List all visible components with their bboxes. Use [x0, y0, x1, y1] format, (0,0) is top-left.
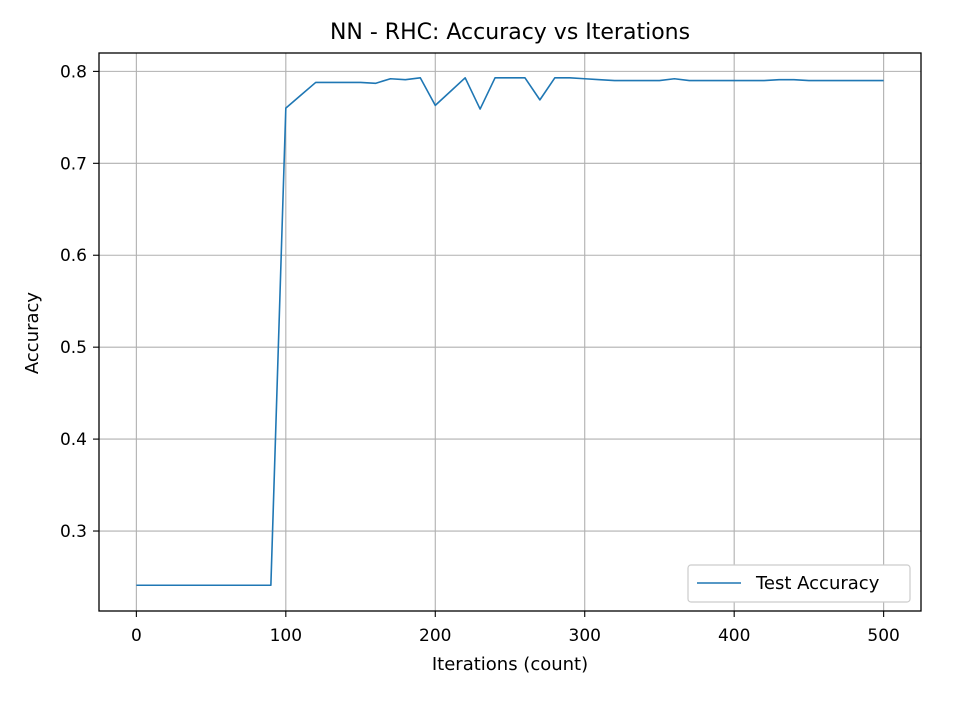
- y-tick-label: 0.4: [60, 430, 87, 450]
- legend: Test Accuracy: [687, 564, 911, 603]
- x-axis-label: Iterations (count): [432, 654, 588, 675]
- y-tick-label: 0.5: [60, 338, 87, 358]
- x-axis-ticks: 0 100 200 300 400 500: [131, 611, 900, 646]
- y-axis-label: Accuracy: [22, 292, 43, 375]
- series-layer: [136, 77, 884, 587]
- x-tick-label: 400: [718, 626, 750, 646]
- grid: [99, 53, 921, 611]
- x-tick-label: 200: [419, 626, 451, 646]
- plot-area-background: [99, 53, 921, 611]
- y-tick-label: 0.7: [60, 154, 87, 174]
- x-tick-label: 100: [270, 626, 302, 646]
- chart-title: NN - RHC: Accuracy vs Iterations: [330, 20, 690, 45]
- y-axis-ticks: 0.3 0.4 0.5 0.6 0.7 0.8: [60, 62, 99, 542]
- y-tick-label: 0.8: [60, 62, 87, 82]
- series-line-test-accuracy: [136, 77, 884, 587]
- y-tick-label: 0.3: [60, 522, 87, 542]
- x-tick-label: 300: [569, 626, 601, 646]
- x-tick-label: 0: [131, 626, 142, 646]
- x-tick-label: 500: [867, 626, 899, 646]
- plot-frame: [98, 52, 922, 612]
- legend-label-test-accuracy: Test Accuracy: [755, 573, 880, 594]
- y-tick-label: 0.6: [60, 246, 87, 266]
- legend-box: [687, 564, 911, 603]
